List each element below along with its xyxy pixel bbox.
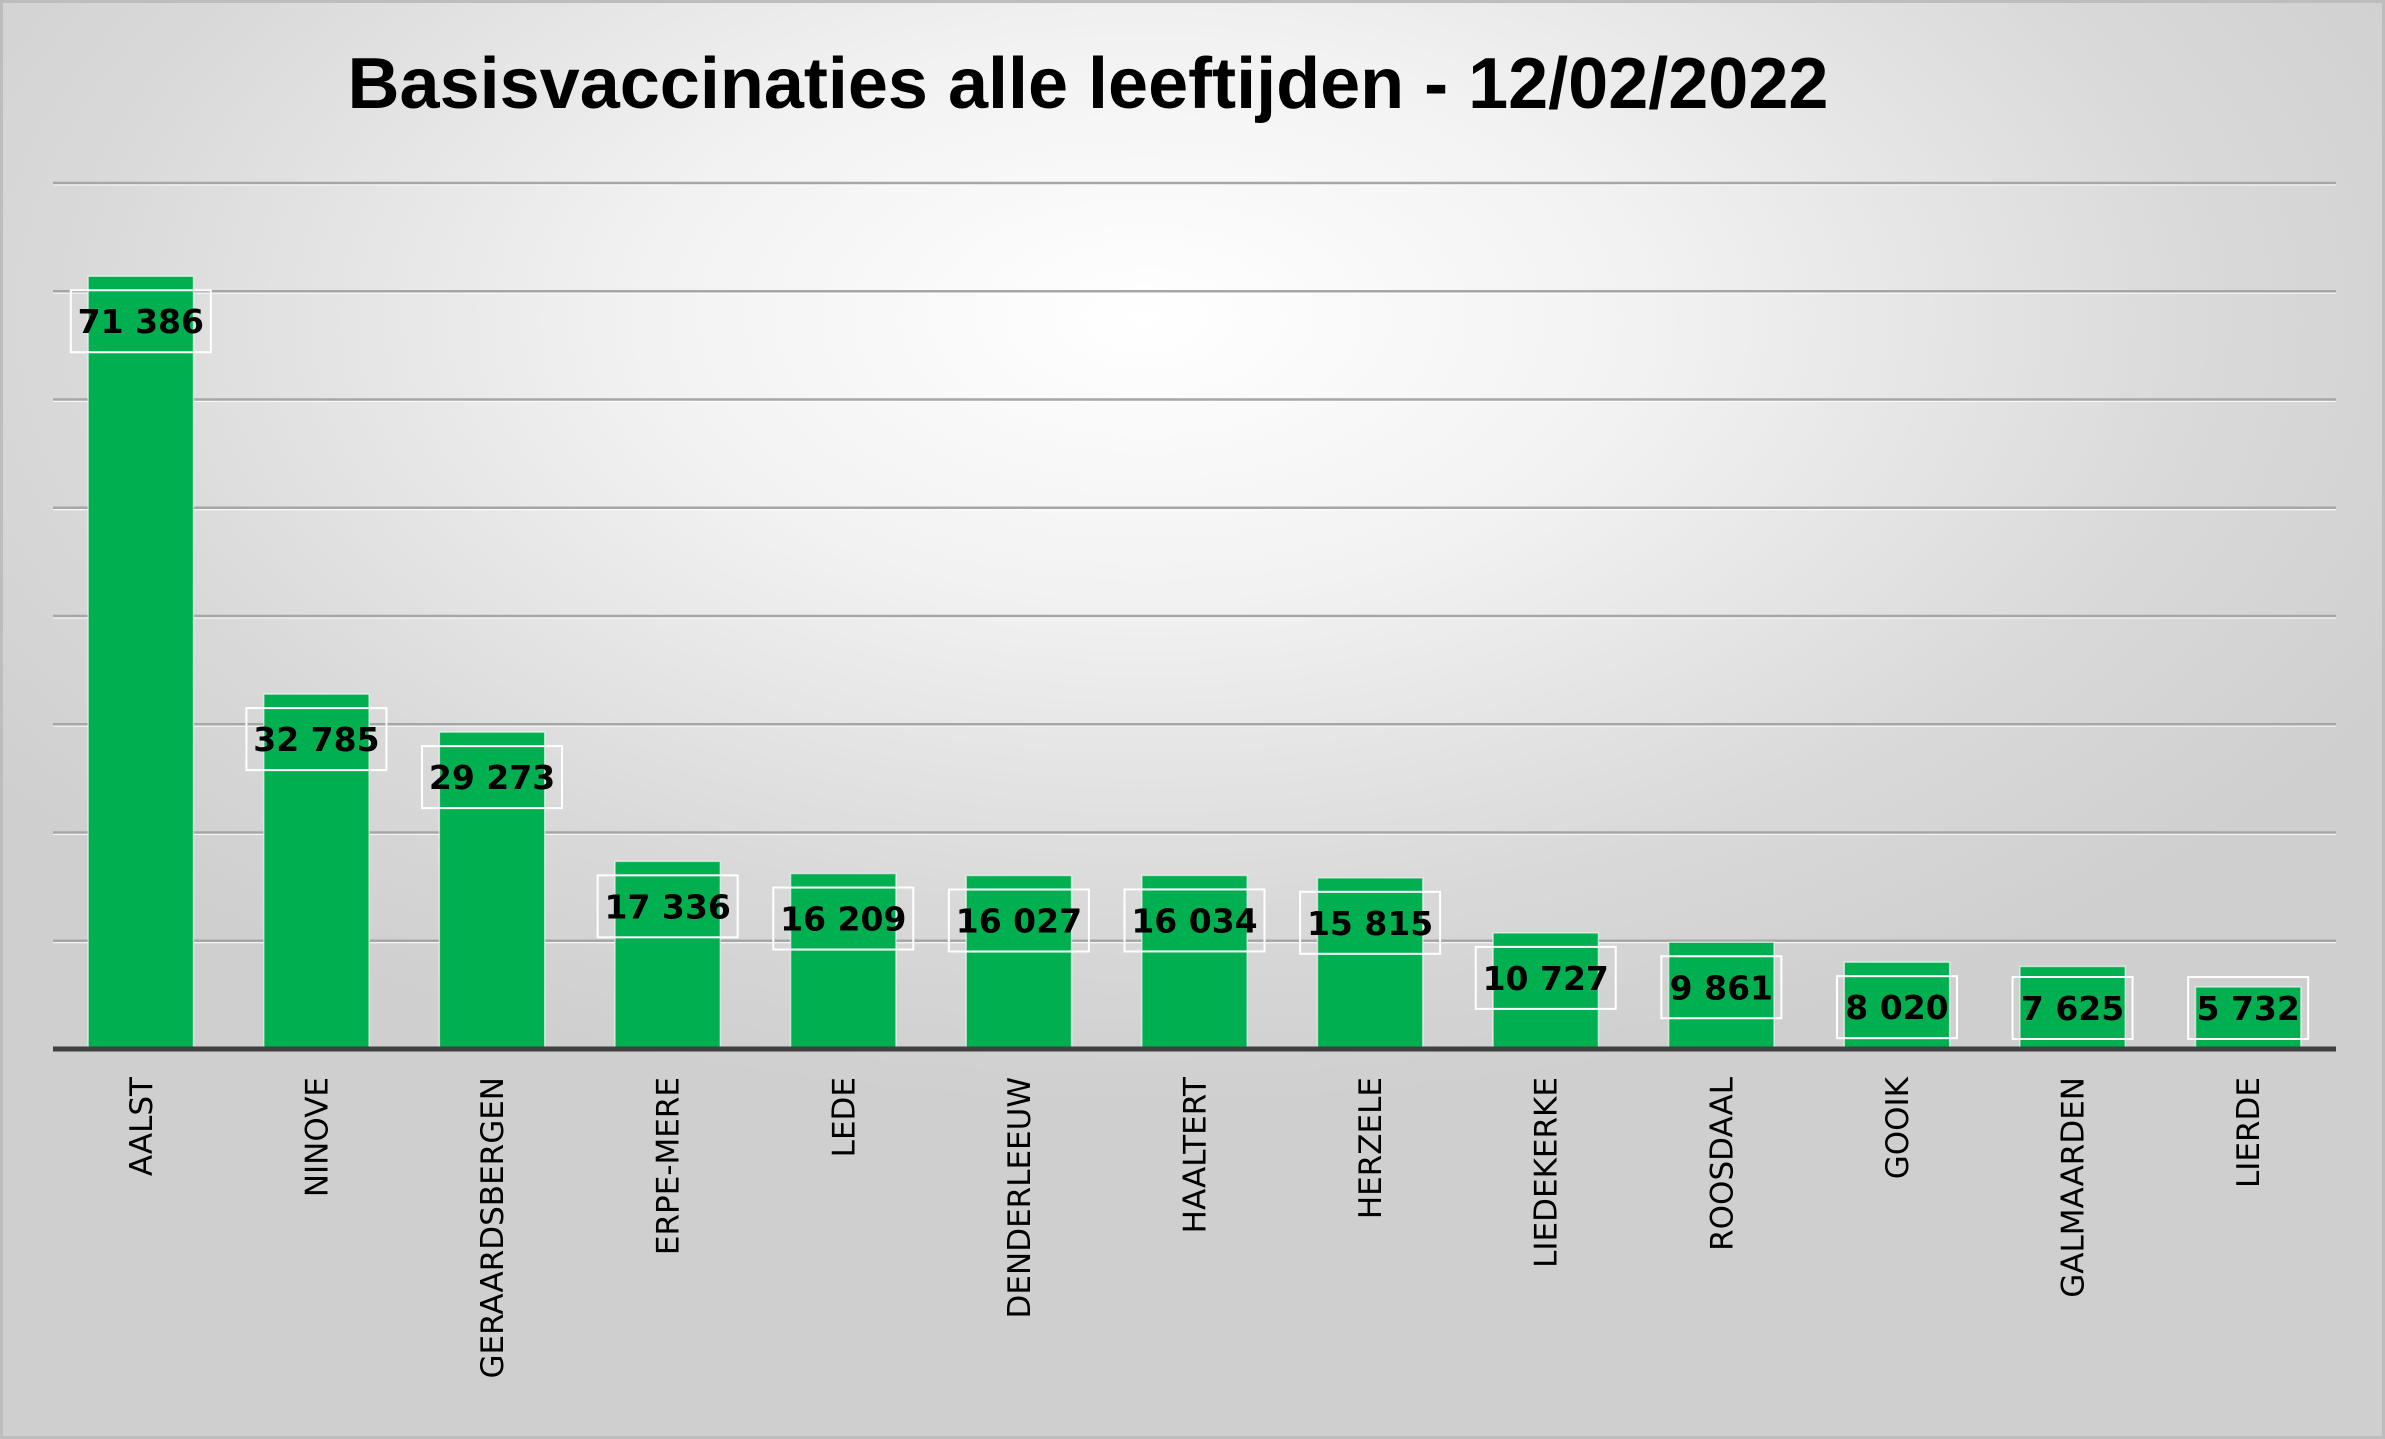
- data-label-box: [421, 745, 564, 810]
- x-tick-label: LEDE: [826, 1077, 862, 1157]
- data-label: 17 336: [605, 887, 731, 926]
- bars: [87, 275, 2302, 1050]
- bar: [1141, 874, 1248, 1050]
- data-label-box: [947, 888, 1090, 953]
- x-tick-label: GERAARDSBERGEN: [475, 1077, 511, 1378]
- bar: [262, 693, 370, 1050]
- bar: [789, 872, 897, 1050]
- bar: [1492, 932, 1600, 1050]
- x-tick-label: ERPE-MERE: [651, 1077, 687, 1255]
- chart-plot: 71 386 32 785 29 273 17 336 16 209 16 027 16 0…: [53, 181, 2336, 1379]
- data-label-box: [1660, 955, 1783, 1020]
- bar: [1316, 877, 1424, 1050]
- x-tick-label: LIEDEKERKE: [1529, 1077, 1565, 1268]
- data-label-box: [2187, 976, 2310, 1040]
- x-tick-label: HERZELE: [1353, 1077, 1389, 1219]
- x-tick-label: HAALTERT: [1178, 1076, 1214, 1233]
- data-label-box: [596, 874, 739, 939]
- data-label: 7 625: [2021, 989, 2124, 1028]
- x-tick-label: GOOIK: [1880, 1076, 1916, 1179]
- x-tick-label: NINOVE: [299, 1077, 335, 1197]
- bar: [1667, 941, 1775, 1050]
- x-tick-label: AALST: [124, 1076, 160, 1176]
- gridlines: [53, 181, 2336, 944]
- data-label-box: [1123, 888, 1266, 953]
- bar: [87, 275, 195, 1050]
- data-label: 16 209: [780, 900, 906, 939]
- data-label: 15 815: [1307, 904, 1433, 943]
- data-label-box: [772, 886, 915, 951]
- data-label: 8 020: [1845, 988, 1948, 1027]
- bar: [2019, 965, 2127, 1050]
- data-label-box: [1835, 975, 1958, 1040]
- bar: [614, 860, 722, 1050]
- data-label: 16 034: [1131, 901, 1257, 940]
- data-label-box: [245, 707, 388, 772]
- data-label-box: [69, 289, 212, 354]
- data-label: 29 273: [429, 758, 555, 797]
- x-tick-label: DENDERLEEUW: [1002, 1077, 1038, 1318]
- data-label: 9 861: [1670, 968, 1773, 1007]
- chart-title: Basisvaccinaties alle leeftijden - 12/02…: [347, 44, 1829, 124]
- bar: [438, 731, 546, 1050]
- category-labels: AALST NINOVE GERAARDSBERGEN ERPE-MERE LEDE DE…: [124, 1076, 2267, 1379]
- data-label-box: [2011, 976, 2134, 1040]
- x-tick-label: ROOSDAAL: [1704, 1076, 1740, 1251]
- data-label-box: [1474, 945, 1617, 1010]
- data-label: 10 727: [1483, 959, 1609, 998]
- data-label-box: [1299, 890, 1442, 955]
- data-label: 5 732: [2197, 989, 2300, 1028]
- data-label: 32 785: [253, 720, 379, 759]
- x-tick-label: LIERDE: [2231, 1077, 2267, 1188]
- x-tick-label: GALMAARDEN: [2056, 1077, 2092, 1298]
- value-labels: 71 386 32 785 29 273 17 336 16 209 16 027 16 0…: [69, 289, 2310, 1040]
- data-label: 16 027: [956, 902, 1082, 941]
- data-label: 71 386: [78, 302, 204, 341]
